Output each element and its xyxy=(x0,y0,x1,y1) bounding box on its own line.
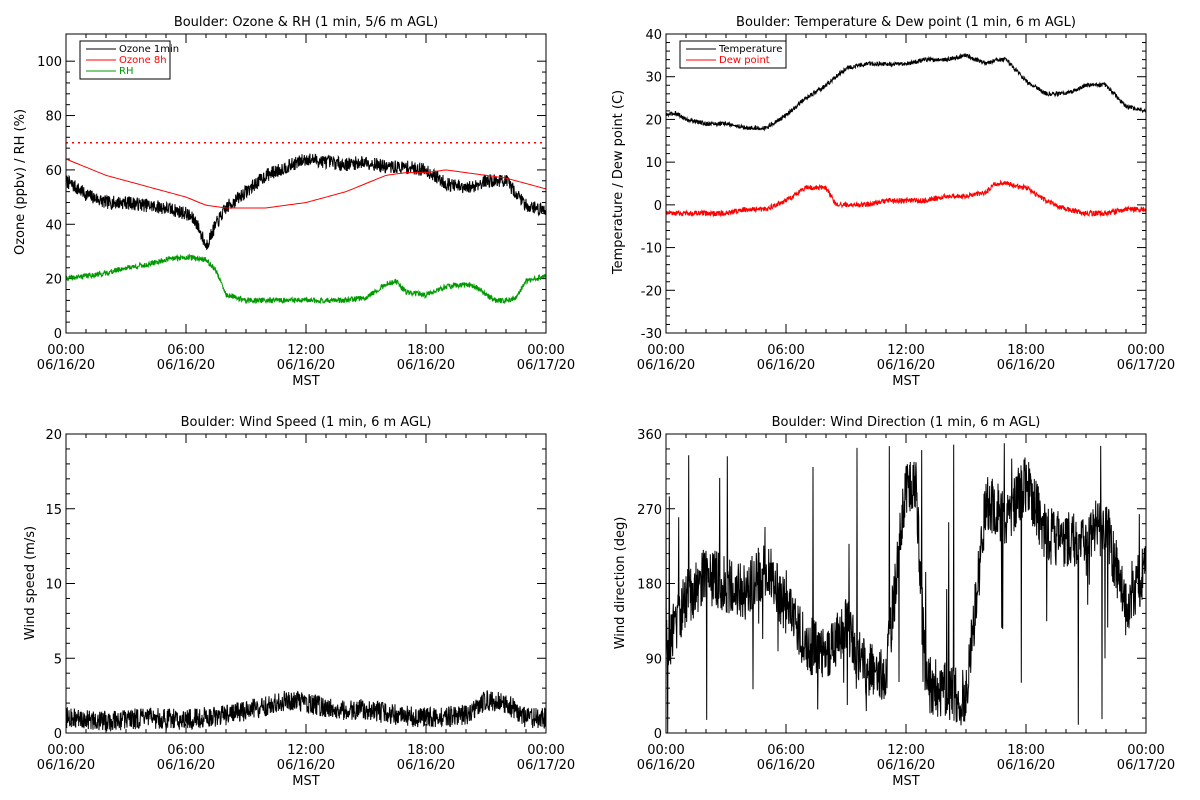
temperature-dewpoint-series-line-1 xyxy=(665,179,1147,218)
svg-text:Wind speed (m/s): Wind speed (m/s) xyxy=(23,526,38,640)
wind-direction-xtick-label: 00:00 06/17/20 xyxy=(1117,743,1175,773)
temperature-dewpoint-xtick-label: 00:00 06/16/20 xyxy=(637,343,695,373)
temperature-dewpoint-xtick-label: 00:00 06/17/20 xyxy=(1117,343,1175,373)
wind-direction-panel: Boulder: Wind Direction (1 min, 6 m AGL)… xyxy=(613,415,1175,789)
ozone-rh-xtick-label: 06:00 06/16/20 xyxy=(157,343,215,373)
wind-direction-xtick-label: 12:00 06/16/20 xyxy=(877,743,935,773)
wind-speed-yticks: 0 5 10 15 20 xyxy=(45,428,546,742)
temperature-dewpoint-ytick-label: -30 xyxy=(641,327,662,342)
wind-direction-title: Boulder: Wind Direction (1 min, 6 m AGL) xyxy=(772,415,1041,430)
wind-direction-ylabel: Wind direction (deg) xyxy=(613,517,628,650)
temperature-dewpoint-xtick-label: 06:00 06/16/20 xyxy=(757,343,815,373)
temperature-dewpoint-series-line-0 xyxy=(665,53,1147,132)
legend-temperature: Temperature xyxy=(718,44,782,55)
wind-direction-ytick-label: 0 xyxy=(654,727,662,742)
ozone-rh-ytick-label: 60 xyxy=(45,164,62,179)
temperature-dewpoint-ylabel: Temperature / Dew point (C) xyxy=(611,90,626,275)
wind-speed-ytick-label: 15 xyxy=(45,503,62,518)
wind-speed-title: Boulder: Wind Speed (1 min, 6 m AGL) xyxy=(181,415,432,430)
temperature-dewpoint-ytick-label: 30 xyxy=(645,71,662,86)
wind-speed-xtick-label: 06:00 06/16/20 xyxy=(157,743,215,773)
temperature-dewpoint-ytick-label: -20 xyxy=(641,284,662,299)
ozone-rh-series-line-0 xyxy=(65,153,547,250)
wind-speed-series-line-0 xyxy=(65,690,547,733)
wind-direction-series xyxy=(665,443,1147,733)
wind-direction-xtick-label: 06:00 06/16/20 xyxy=(757,743,815,773)
wind-direction-xtick-label: 00:00 06/16/20 xyxy=(637,743,695,773)
wind-speed-ytick-label: 5 xyxy=(54,652,62,667)
temperature-dewpoint-series xyxy=(665,53,1147,218)
wind-speed-ytick-label: 0 xyxy=(54,727,62,742)
ozone-rh-xlabel: MST xyxy=(292,374,319,389)
wind-direction-ytick-label: 270 xyxy=(637,503,662,518)
wind-speed-xticks: 00:00 06/16/20 06:00 06/16/20 12:00 06/16/20 1… xyxy=(37,434,575,789)
ozone-rh-ytick-label: 100 xyxy=(37,55,62,70)
wind-direction-ytick-label: 90 xyxy=(645,652,662,667)
ozone-rh-series-line-1 xyxy=(65,158,547,209)
wind-speed-xtick-label: 00:00 06/16/20 xyxy=(37,743,95,773)
temperature-dewpoint-ytick-label: 20 xyxy=(645,113,662,128)
wind-direction-frame xyxy=(665,433,1147,734)
ozone-rh-ytick-label: 40 xyxy=(45,218,62,233)
legend-rh: RH xyxy=(119,66,133,77)
temperature-dewpoint-ytick-label: 10 xyxy=(645,156,662,171)
wind-speed-ylabel: Wind speed (m/s) xyxy=(23,526,38,640)
ozone-rh-xtick-label: 12:00 06/16/20 xyxy=(277,343,335,373)
wind-direction-xticks: 00:00 06/16/20 06:00 06/16/20 12:00 06/16/20 1… xyxy=(637,434,1175,789)
ozone-rh-ytick-label: 20 xyxy=(45,273,62,288)
ozone-rh-legend: Ozone 1min Ozone 8h RH xyxy=(79,40,179,80)
ozone-rh-series-line-2 xyxy=(65,253,547,305)
ozone-rh-xtick-label: 00:00 06/17/20 xyxy=(517,343,575,373)
wind-speed-frame xyxy=(65,433,547,734)
wind-direction-ytick-label: 360 xyxy=(637,428,662,443)
wind-direction-xlabel: MST xyxy=(892,774,919,789)
legend-ozone-8h: Ozone 8h xyxy=(119,55,167,66)
svg-text:Wind direction (deg): Wind direction (deg) xyxy=(613,517,628,650)
temperature-dewpoint-ytick-label: -10 xyxy=(641,242,662,257)
wind-speed-ytick-label: 10 xyxy=(45,578,62,593)
wind-speed-xlabel: MST xyxy=(292,774,319,789)
temperature-dewpoint-panel: Boulder: Temperature & Dew point (1 min,… xyxy=(611,15,1175,389)
temperature-dewpoint-xticks: 00:00 06/16/20 06:00 06/16/20 12:00 06/16/20 1… xyxy=(637,34,1175,389)
ozone-rh-ylabel: Ozone (ppbv) / RH (%) xyxy=(13,109,28,255)
temperature-dewpoint-frame xyxy=(665,33,1147,334)
legend-dew-point: Dew point xyxy=(719,55,770,66)
temperature-dewpoint-ytick-label: 40 xyxy=(645,28,662,43)
temperature-dewpoint-legend: Temperature Dew point xyxy=(679,40,787,69)
temperature-dewpoint-title: Boulder: Temperature & Dew point (1 min,… xyxy=(736,15,1076,30)
legend-ozone-1min: Ozone 1min xyxy=(119,44,179,55)
wind-speed-ytick-label: 20 xyxy=(45,428,62,443)
ozone-rh-panel: Boulder: Ozone & RH (1 min, 5/6 m AGL) O… xyxy=(13,15,575,389)
ozone-rh-yticks: 0 20 40 60 80 100 xyxy=(37,55,546,342)
wind-speed-series xyxy=(65,690,547,733)
temperature-dewpoint-ytick-label: 0 xyxy=(654,199,662,214)
wind-direction-series-line-0 xyxy=(665,443,1147,733)
wind-speed-xtick-label: 12:00 06/16/20 xyxy=(277,743,335,773)
svg-text:Temperature / Dew point (C): Temperature / Dew point (C) xyxy=(611,90,626,275)
ozone-rh-xtick-label: 00:00 06/16/20 xyxy=(37,343,95,373)
wind-direction-xtick-label: 18:00 06/16/20 xyxy=(997,743,1055,773)
temperature-dewpoint-xlabel: MST xyxy=(892,374,919,389)
temperature-dewpoint-xtick-label: 12:00 06/16/20 xyxy=(877,343,935,373)
ozone-rh-ytick-label: 80 xyxy=(45,110,62,125)
wind-speed-panel: Boulder: Wind Speed (1 min, 6 m AGL) Win… xyxy=(23,415,575,789)
temperature-dewpoint-yticks: -30 -20 -10 0 10 20 30 40 xyxy=(641,28,1146,342)
ozone-rh-xtick-label: 18:00 06/16/20 xyxy=(397,343,455,373)
wind-direction-ytick-label: 180 xyxy=(637,578,662,593)
temperature-dewpoint-xtick-label: 18:00 06/16/20 xyxy=(997,343,1055,373)
ozone-rh-series xyxy=(65,141,547,305)
ozone-rh-xticks: 00:00 06/16/20 06:00 06/16/20 12:00 06/16/20 1… xyxy=(37,34,575,389)
ozone-rh-ytick-label: 0 xyxy=(54,327,62,342)
ozone-rh-frame xyxy=(65,33,547,334)
svg-text:Ozone (ppbv) / RH (%): Ozone (ppbv) / RH (%) xyxy=(13,109,28,255)
wind-speed-xtick-label: 00:00 06/17/20 xyxy=(517,743,575,773)
ozone-rh-title: Boulder: Ozone & RH (1 min, 5/6 m AGL) xyxy=(174,15,438,30)
wind-speed-xtick-label: 18:00 06/16/20 xyxy=(397,743,455,773)
